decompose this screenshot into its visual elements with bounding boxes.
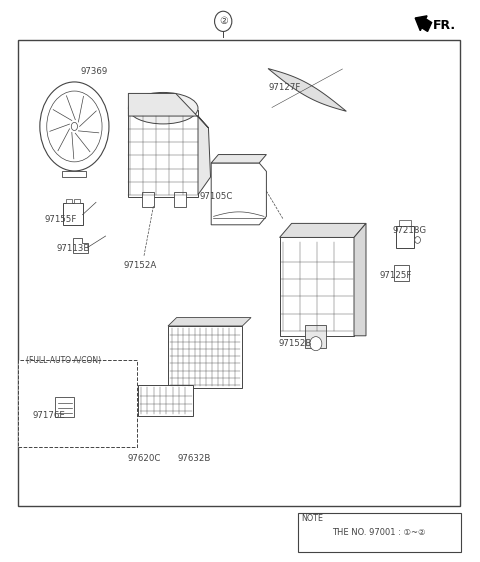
Polygon shape: [168, 318, 251, 326]
Text: 97620C: 97620C: [127, 454, 161, 463]
Polygon shape: [211, 163, 266, 225]
Bar: [174, 192, 186, 207]
Bar: [138, 385, 193, 416]
Bar: [18, 360, 137, 447]
Text: (FULL AUTO A/CON): (FULL AUTO A/CON): [26, 356, 102, 365]
Text: 97176E: 97176E: [33, 411, 65, 420]
Text: 97125F: 97125F: [379, 271, 411, 280]
Bar: [168, 326, 242, 388]
Text: 97632B: 97632B: [178, 454, 211, 463]
Circle shape: [215, 11, 232, 31]
Text: 97152A: 97152A: [124, 261, 157, 270]
Polygon shape: [62, 171, 86, 177]
Polygon shape: [129, 93, 208, 128]
Ellipse shape: [415, 237, 420, 243]
Bar: [394, 265, 409, 281]
Bar: [399, 220, 411, 226]
Text: 97113B: 97113B: [57, 244, 90, 253]
Polygon shape: [73, 238, 88, 253]
Text: 97155F: 97155F: [44, 215, 76, 224]
Bar: [305, 325, 326, 347]
Bar: [74, 199, 80, 203]
Ellipse shape: [310, 337, 322, 351]
Text: 97218G: 97218G: [393, 226, 427, 235]
Bar: [396, 226, 414, 248]
Text: 97369: 97369: [81, 67, 108, 76]
Ellipse shape: [47, 91, 102, 162]
Bar: [279, 238, 354, 336]
Polygon shape: [279, 223, 366, 237]
Polygon shape: [268, 69, 347, 111]
Bar: [66, 199, 72, 203]
Text: ②: ②: [219, 16, 228, 26]
Text: 97152B: 97152B: [278, 339, 312, 348]
Ellipse shape: [40, 82, 109, 171]
Text: THE NO. 97001 : ①~②: THE NO. 97001 : ①~②: [333, 528, 426, 537]
Polygon shape: [211, 155, 266, 163]
Bar: [129, 110, 198, 197]
Bar: [143, 192, 155, 207]
Polygon shape: [198, 116, 211, 195]
Bar: [63, 203, 83, 225]
Ellipse shape: [129, 93, 198, 124]
Bar: [55, 397, 74, 417]
Text: 97127F: 97127F: [269, 83, 301, 92]
Polygon shape: [354, 223, 366, 336]
Text: FR.: FR.: [433, 19, 456, 32]
Bar: [298, 513, 461, 552]
Ellipse shape: [72, 123, 77, 130]
Bar: [18, 40, 460, 506]
Text: NOTE: NOTE: [301, 514, 324, 523]
FancyArrow shape: [415, 16, 432, 31]
Text: 97105C: 97105C: [199, 192, 233, 201]
